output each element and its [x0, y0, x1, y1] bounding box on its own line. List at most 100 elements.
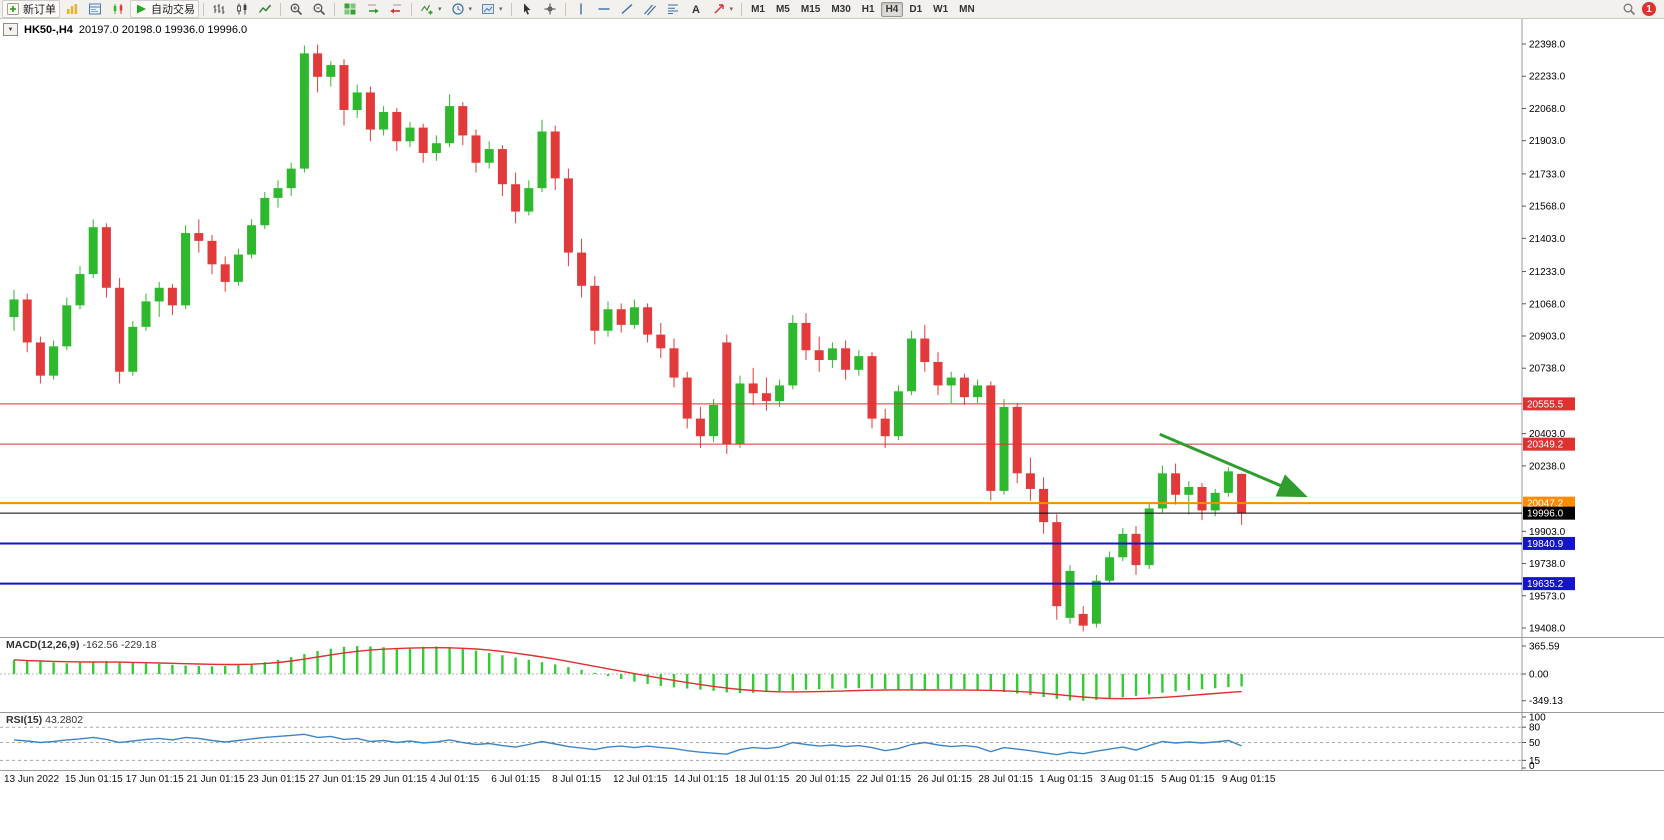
chart-shift-button[interactable]: [385, 0, 407, 18]
auto-scroll-button[interactable]: [362, 0, 384, 18]
time-axis-label: 23 Jun 01:15: [247, 774, 306, 785]
fibonacci-tool-button[interactable]: [662, 0, 684, 18]
price-line-label: 20047.2: [1527, 499, 1564, 510]
price-tick-label: 22068.0: [1529, 104, 1566, 115]
price-tick-label: 20903.0: [1529, 332, 1566, 343]
timeframe-m5[interactable]: M5: [775, 3, 790, 15]
rsi-tick-label: 15: [1529, 756, 1541, 767]
price-tick-label: 21733.0: [1529, 169, 1566, 180]
search-icon[interactable]: [1622, 2, 1636, 16]
crosshair-icon: [544, 3, 556, 15]
candlestick-chart-button[interactable]: [231, 0, 253, 18]
macd-name: MACD(12,26,9): [6, 639, 80, 651]
time-axis-label: 26 Jul 01:15: [917, 774, 973, 785]
timeframe-w1[interactable]: W1: [933, 3, 949, 15]
price-tick-label: 22398.0: [1529, 40, 1566, 51]
auto-trading-button[interactable]: 自动交易: [130, 0, 199, 18]
panel-separator[interactable]: [0, 712, 1664, 713]
text-tool-button[interactable]: A: [685, 0, 707, 18]
timeframe-m1[interactable]: M1: [751, 3, 765, 15]
vertical-line-tool-button[interactable]: [570, 0, 592, 18]
price-tick-label: 21903.0: [1529, 136, 1566, 147]
fibonacci-icon: [667, 4, 678, 14]
timeframe-h4[interactable]: H4: [880, 1, 904, 17]
bars-chart-button[interactable]: [208, 0, 230, 18]
tile-windows-button[interactable]: [339, 0, 361, 18]
zoom-out-button[interactable]: [308, 0, 330, 18]
timeframe-d1[interactable]: D1: [909, 3, 923, 15]
channel-icon: [643, 4, 656, 16]
charts-window-button[interactable]: [61, 0, 83, 18]
new-order-button[interactable]: 新订单: [2, 0, 60, 18]
new-order-icon: [7, 3, 19, 15]
timeframe-mn[interactable]: MN: [959, 3, 975, 15]
price-tick-label: 20403.0: [1529, 429, 1566, 440]
time-axis-label: 1 Aug 01:15: [1039, 774, 1093, 785]
time-axis-label: 9 Aug 01:15: [1222, 774, 1276, 785]
indicators-button[interactable]: ▾: [416, 0, 446, 18]
time-axis[interactable]: 13 Jun 2022 15 Jun 01:15 17 Jun 01:15 21 Ju…: [0, 771, 1664, 789]
price-tick-label: 21403.0: [1529, 234, 1566, 245]
horizontal-line-tool-button[interactable]: [593, 0, 615, 18]
time-axis-separator: [0, 770, 1664, 771]
text-icon: A: [692, 4, 700, 16]
equidistant-channel-tool-button[interactable]: [639, 0, 661, 18]
periods-clock-icon: [451, 3, 464, 15]
trendline-tool-button[interactable]: [616, 0, 638, 18]
macd-values: -162.56 -229.18: [82, 639, 157, 651]
periods-button[interactable]: ▾: [447, 0, 477, 18]
chart-symbol-title: HK50-,H4: [24, 23, 73, 36]
toolbar-separator: [510, 2, 512, 16]
cursor-tool-button[interactable]: [516, 0, 538, 18]
rsi-tick-label: 100: [1529, 713, 1546, 724]
toolbar-separator: [334, 2, 335, 16]
line-chart-button[interactable]: [254, 0, 276, 18]
macd-tick-label: 0.00: [1529, 670, 1549, 681]
timeframe-h1[interactable]: H1: [861, 3, 875, 15]
macd-panel[interactable]: 365.59 0.00 -349.13: [0, 638, 1664, 712]
auto-trading-label: 自动交易: [151, 4, 195, 16]
market-watch-button[interactable]: [84, 0, 106, 18]
price-line-label: 19840.9: [1527, 539, 1564, 550]
data-window-button[interactable]: [107, 0, 129, 18]
zoom-in-icon: [290, 3, 303, 16]
charts-window-icon: [67, 4, 78, 14]
timeframe-m30[interactable]: M30: [831, 3, 851, 15]
time-axis-label: 4 Jul 01:15: [430, 774, 480, 785]
zoom-in-button[interactable]: [285, 0, 307, 18]
chevron-down-icon: ▾: [438, 6, 442, 13]
trend-arrow[interactable]: [1159, 432, 1308, 498]
svg-text:A: A: [692, 4, 700, 16]
new-order-label: 新订单: [23, 4, 56, 16]
time-axis-label: 20 Jul 01:15: [795, 774, 851, 785]
price-line-label: 19996.0: [1527, 509, 1564, 520]
price-line-label: 20349.2: [1527, 440, 1564, 451]
crosshair-tool-button[interactable]: [539, 0, 561, 18]
rsi-tick-label: 80: [1529, 723, 1541, 734]
macd-tick-label: -349.13: [1529, 696, 1563, 707]
time-axis-label: 18 Jul 01:15: [734, 774, 790, 785]
one-click-trading-toggle[interactable]: ▼: [3, 23, 18, 36]
templates-button[interactable]: ▾: [477, 0, 507, 18]
time-axis-label: 17 Jun 01:15: [125, 774, 184, 785]
toolbar-separator: [741, 2, 743, 16]
time-axis-label: 14 Jul 01:15: [673, 774, 729, 785]
time-axis-label: 28 Jul 01:15: [978, 774, 1033, 785]
notification-badge[interactable]: 1: [1642, 2, 1656, 16]
price-chart[interactable]: 22398.0 22233.0 22068.0 21903.0 21733.0 21568…: [0, 19, 1664, 637]
price-tick-label: 19573.0: [1529, 591, 1566, 602]
chart-shift-icon: [390, 4, 401, 14]
chevron-down-icon: ▾: [729, 6, 734, 13]
chart-window: 22398.0 22233.0 22068.0 21903.0 21733.0 21568…: [0, 19, 1664, 840]
line-chart-icon: [258, 4, 272, 13]
time-axis-label: 12 Jul 01:15: [613, 774, 668, 785]
panel-separator[interactable]: [0, 637, 1664, 638]
chevron-down-icon: ▾: [468, 6, 473, 13]
rsi-tick-label: 0: [1529, 761, 1535, 770]
price-tick-label: 19903.0: [1529, 527, 1566, 538]
timeframe-m15[interactable]: M15: [800, 3, 821, 15]
price-tick-label: 20738.0: [1529, 364, 1566, 375]
time-axis-label: 27 Jun 01:15: [308, 774, 367, 785]
arrows-tool-button[interactable]: ▾: [708, 0, 738, 18]
